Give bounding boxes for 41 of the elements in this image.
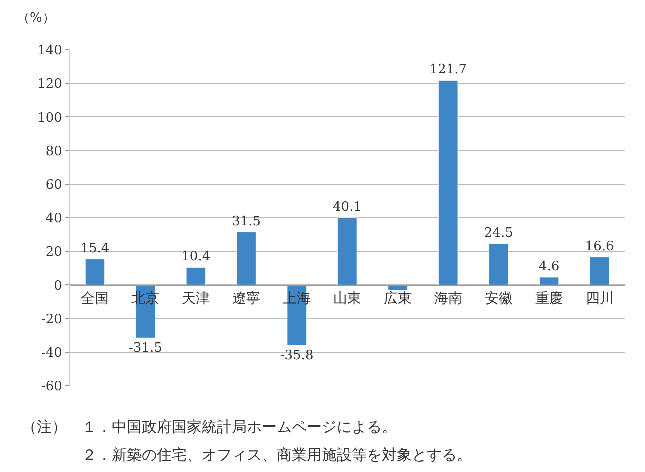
x-tick-label: 山東 <box>334 291 362 307</box>
text: （注） １．中国政府国家統計局ホームページによる。 <box>22 418 397 436</box>
y-tick-label: -20 <box>41 312 62 328</box>
x-tick-label: 広東 <box>384 291 412 307</box>
data-label: 24.5 <box>484 226 514 242</box>
bar <box>539 277 560 286</box>
data-label: 10.4 <box>182 250 211 265</box>
y-tick-label: 120 <box>38 77 62 92</box>
x-tick-label: 海南 <box>434 291 462 307</box>
data-label: -35.8 <box>280 348 314 364</box>
y-tick-label: 60 <box>46 178 62 193</box>
bar <box>438 80 458 286</box>
x-tick-label: 重慶 <box>535 291 564 307</box>
x-tick-label: 全国 <box>81 291 110 307</box>
x-tick-label: 遼寧 <box>232 291 261 307</box>
text: ２．新築の住宅、オフィス、商業用施設等を対象とする。 <box>22 446 472 464</box>
y-tick-label: 40 <box>46 212 62 227</box>
bar <box>489 244 509 286</box>
x-tick-label: 四川 <box>586 291 614 307</box>
data-label: 16.6 <box>585 239 614 254</box>
data-label: 15.4 <box>80 241 110 256</box>
bar <box>85 259 106 286</box>
y-axis-title: （%） <box>17 11 56 26</box>
y-tick-label: 80 <box>46 144 62 160</box>
data-label: 31.5 <box>232 214 262 230</box>
y-tick-label: -60 <box>41 380 62 395</box>
bar <box>590 257 610 286</box>
y-tick-label: -40 <box>41 346 62 361</box>
bar <box>236 232 256 286</box>
x-tick-label: 天津 <box>182 291 210 307</box>
bar <box>186 267 206 286</box>
data-label: -31.5 <box>129 341 162 356</box>
bar <box>338 218 358 286</box>
data-label: 4.6 <box>538 259 560 274</box>
x-tick-label: 安徽 <box>484 291 513 307</box>
data-label: 40.1 <box>333 200 362 215</box>
data-label: 121.7 <box>430 62 468 78</box>
y-tick-label: 0 <box>54 278 62 294</box>
y-tick-label: 100 <box>38 110 62 126</box>
y-tick-label: 140 <box>38 44 62 59</box>
y-tick-label: 20 <box>46 245 62 260</box>
